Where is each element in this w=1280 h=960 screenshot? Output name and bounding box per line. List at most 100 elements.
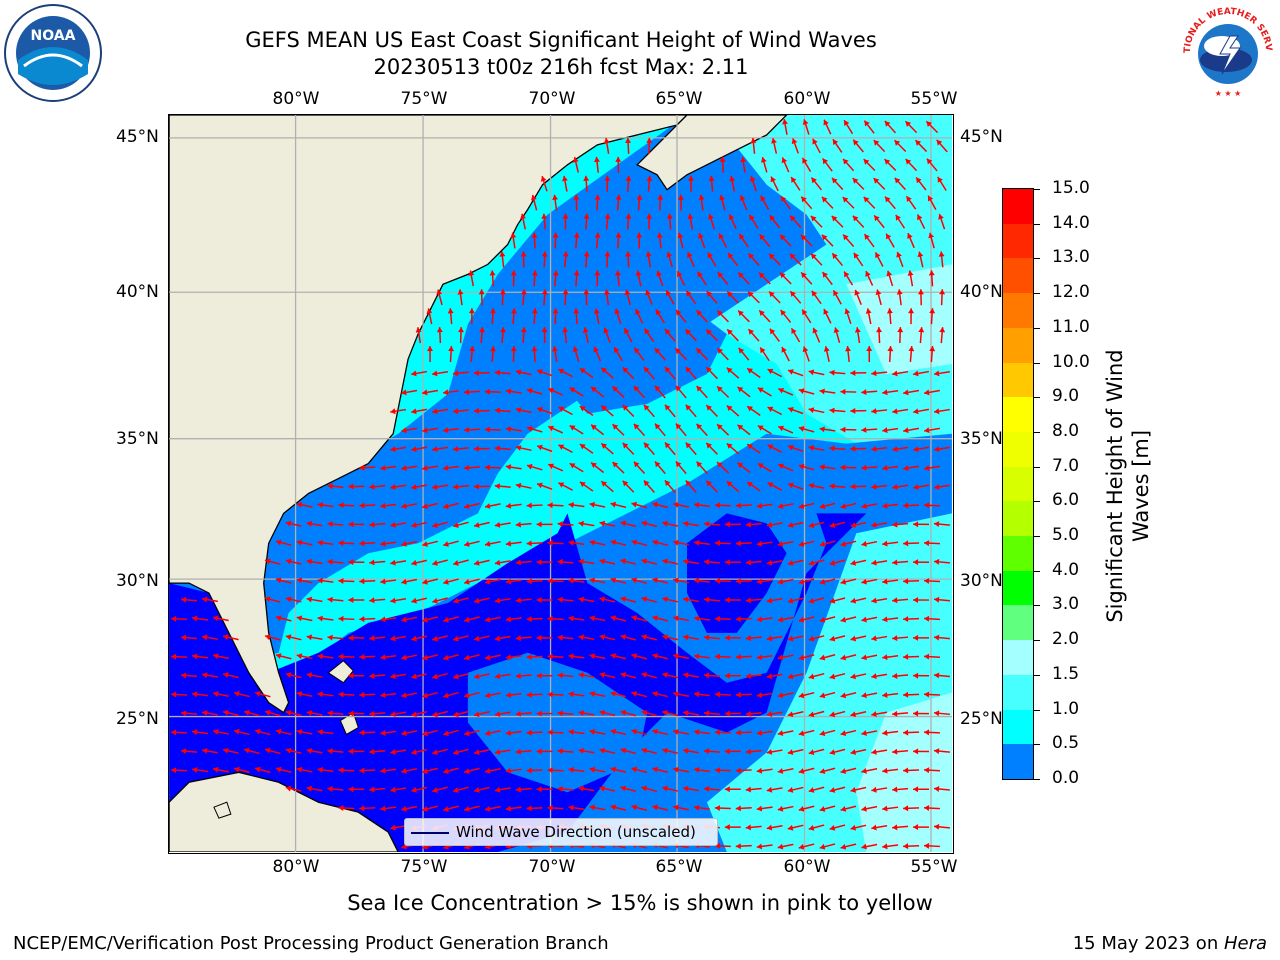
wave-direction-arrowhead: [558, 406, 565, 413]
wave-direction-arrowhead: [223, 747, 229, 754]
wave-direction-arrowhead: [771, 138, 777, 144]
wave-direction-arrowhead: [484, 616, 491, 623]
wave-direction-arrowhead: [749, 214, 755, 221]
lon-label-bottom: 65°W: [655, 857, 703, 877]
wave-direction-arrowhead: [603, 289, 610, 295]
wave-direction-arrowhead: [390, 521, 396, 528]
wave-direction-arrowhead: [474, 559, 480, 566]
wave-direction-arrowhead: [348, 559, 354, 566]
wave-direction-arrowhead: [646, 137, 653, 143]
wave-direction-arrowhead: [426, 308, 433, 314]
wave-direction-arrowhead: [296, 539, 303, 546]
wave-direction-arrowhead: [675, 348, 682, 354]
wave-direction-arrowhead: [510, 232, 517, 239]
wave-direction-arrowhead: [819, 616, 826, 623]
wave-direction-arrowhead: [558, 368, 565, 375]
colorbar-tick-label: 1.5: [1052, 663, 1080, 684]
wave-direction-arrowhead: [369, 748, 375, 755]
wave-direction-arrowhead: [767, 482, 774, 488]
wave-direction-arrowhead: [892, 748, 898, 755]
wave-direction-arrowhead: [756, 578, 763, 585]
wave-direction-arrowhead: [840, 541, 847, 547]
wave-direction-arrowhead: [748, 253, 754, 260]
wave-direction-arrowhead: [706, 480, 712, 487]
wave-direction-arrowhead: [390, 597, 396, 604]
wave-direction-arrowhead: [306, 558, 313, 565]
wave-direction-arrowhead: [739, 233, 745, 240]
wave-direction-arrowhead: [348, 634, 354, 641]
wave-direction-arrowhead: [683, 785, 689, 792]
wave-direction-arrowhead: [728, 214, 735, 221]
wave-direction-arrowhead: [928, 270, 935, 276]
wave-direction-arrowhead: [453, 787, 459, 793]
wave-direction-arrowhead: [685, 366, 692, 373]
wave-direction-arrowhead: [777, 654, 784, 661]
wave-direction-arrowhead: [787, 559, 794, 566]
wave-direction-arrowhead: [422, 730, 428, 737]
wave-direction-arrowhead: [726, 443, 733, 449]
wave-direction-arrowhead: [714, 540, 720, 547]
wave-direction-arrowhead: [296, 615, 303, 622]
wave-direction-arrowhead: [171, 691, 177, 698]
wave-direction-arrowhead: [675, 461, 682, 468]
wave-direction-arrowhead: [924, 653, 930, 660]
wave-direction-arrowhead: [654, 348, 661, 354]
wave-direction-arrowhead: [677, 271, 683, 277]
chart-title: GEFS MEAN US East Coast Significant Heig…: [245, 28, 877, 52]
wave-direction-arrowhead: [443, 616, 449, 623]
wave-direction-arrowhead: [526, 653, 532, 660]
wave-direction-arrowhead: [490, 346, 496, 352]
colorbar-tick: [1034, 223, 1040, 225]
wave-direction-arrowhead: [882, 767, 888, 774]
wave-direction-arrowhead: [926, 158, 933, 165]
colorbar-tick-label: 3.0: [1052, 594, 1080, 615]
wave-direction-arrowhead: [778, 463, 785, 470]
wave-direction-arrowhead: [484, 730, 491, 737]
colorbar-tick-label: 1.0: [1052, 698, 1080, 719]
lon-label-bottom: 60°W: [783, 857, 831, 877]
wave-direction-arrowhead: [390, 673, 396, 680]
wave-direction-arrowhead: [515, 597, 521, 604]
wave-direction-arrowhead: [612, 462, 619, 468]
wave-direction-arrowhead: [934, 710, 940, 717]
wave-direction-arrowhead: [390, 748, 396, 755]
wave-direction-arrowhead: [631, 653, 638, 659]
wave-direction-arrowhead: [610, 728, 617, 735]
wave-direction-arrowhead: [610, 804, 617, 811]
wave-direction-arrowhead: [871, 748, 877, 755]
wave-direction-arrowhead: [505, 388, 512, 395]
wave-direction-arrowhead: [643, 404, 650, 411]
wave-direction-arrowhead: [696, 310, 703, 316]
wave-direction-arrowhead: [569, 425, 576, 431]
wave-direction-arrowhead: [422, 541, 428, 547]
wave-direction-arrowhead: [359, 502, 365, 509]
wave-direction-arrowhead: [643, 480, 650, 487]
legend-line-swatch: [411, 832, 449, 834]
colorbar-tick-label: 12.0: [1052, 282, 1090, 303]
wave-direction-arrowhead: [275, 653, 282, 659]
wave-direction-arrowhead: [622, 480, 629, 487]
wave-direction-arrowhead: [264, 558, 271, 565]
wave-direction-arrowhead: [694, 766, 700, 773]
wave-direction-arrowhead: [411, 446, 417, 453]
wave-direction-arrowhead: [192, 766, 198, 773]
wave-direction-arrowhead: [443, 768, 449, 774]
wave-direction-arrowhead: [401, 730, 407, 737]
wave-direction-arrowhead: [557, 596, 563, 603]
wave-direction-arrowhead: [683, 634, 689, 641]
wave-direction-arrowhead: [829, 787, 836, 793]
wave-direction-arrowhead: [369, 559, 375, 566]
wave-direction-arrowhead: [871, 408, 877, 415]
wave-direction-arrowhead: [306, 596, 313, 603]
wave-direction-arrowhead: [871, 521, 877, 528]
wave-direction-arrowhead: [788, 444, 794, 451]
wave-direction-arrowhead: [622, 367, 629, 373]
wave-direction-arrowhead: [562, 213, 569, 219]
wave-direction-arrowhead: [798, 503, 805, 510]
wave-direction-arrowhead: [624, 328, 630, 334]
wave-direction-arrowhead: [520, 251, 527, 257]
wave-direction-arrowhead: [726, 405, 733, 412]
wave-direction-arrowhead: [317, 691, 323, 698]
wave-direction-arrowhead: [892, 521, 898, 528]
wave-direction-arrowhead: [654, 385, 661, 392]
